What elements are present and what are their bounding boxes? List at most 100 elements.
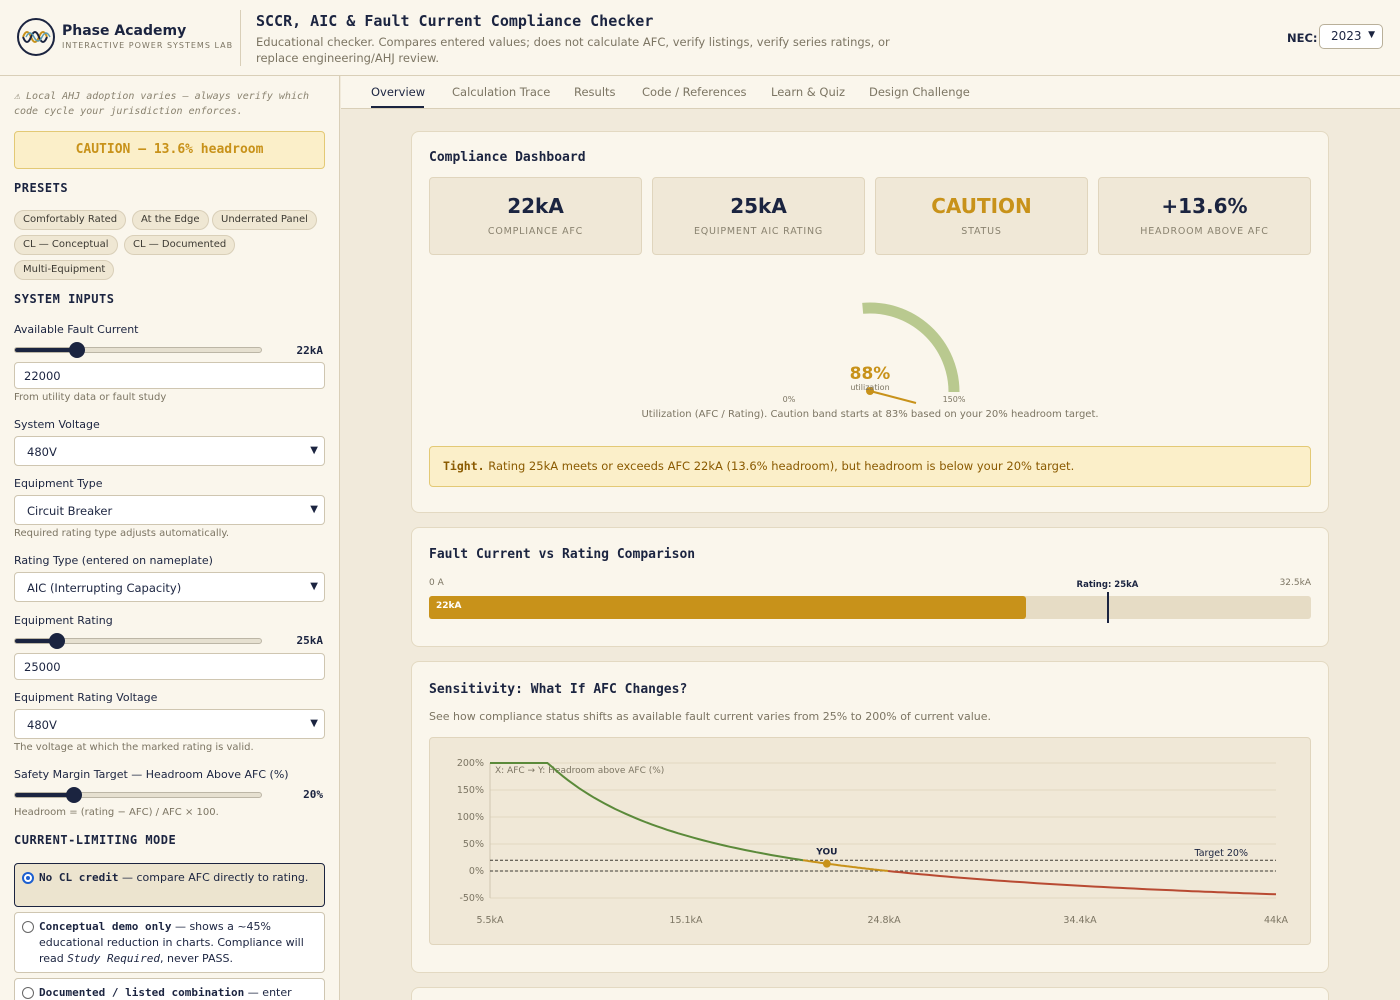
equipment-type-select[interactable]: Circuit Breaker ▼ xyxy=(14,495,325,525)
stat-value: +13.6% xyxy=(1161,194,1248,218)
rating-voltage-value: 480V xyxy=(27,718,57,732)
y-tick-label: 200% xyxy=(457,758,484,769)
tab-learn-quiz[interactable]: Learn & Quiz xyxy=(771,85,845,99)
safety-margin-label: Safety Margin Target — Headroom Above AF… xyxy=(14,768,289,781)
y-tick-label: -50% xyxy=(459,893,484,904)
sensitivity-title: Sensitivity: What If AFC Changes? xyxy=(429,682,688,697)
safety-margin-slider-handle[interactable] xyxy=(66,787,83,803)
app-header: Phase Academy INTERACTIVE POWER SYSTEMS … xyxy=(0,0,1400,76)
nec-version-value: 2023 xyxy=(1331,29,1362,43)
pass-series-line xyxy=(490,762,804,862)
system-voltage-label: System Voltage xyxy=(14,418,100,431)
safety-margin-hint: Headroom = (rating − AFC) / AFC × 100. xyxy=(14,807,219,818)
chevron-down-icon: ▼ xyxy=(310,718,318,729)
equipment-rating-slider-handle[interactable] xyxy=(48,633,65,649)
brand-subtitle: INTERACTIVE POWER SYSTEMS LAB xyxy=(62,41,234,50)
rating-marker xyxy=(1107,592,1110,623)
preset-at-the-edge[interactable]: At the Edge xyxy=(132,210,209,230)
tab-code-references[interactable]: Code / References xyxy=(642,85,747,99)
system-inputs-heading: SYSTEM INPUTS xyxy=(14,292,115,306)
app-title: SCCR, AIC & Fault Current Compliance Che… xyxy=(256,12,654,30)
radio-unselected-icon[interactable] xyxy=(22,921,34,933)
radio-selected-icon[interactable] xyxy=(22,872,34,884)
comparison-card: Fault Current vs Rating Comparison 0 A 3… xyxy=(411,527,1329,647)
target-label: Target 20% xyxy=(1193,848,1248,859)
system-voltage-value: 480V xyxy=(27,445,57,459)
rating-marker-label: Rating: 25kA xyxy=(1076,580,1139,590)
rating-voltage-hint: The voltage at which the marked rating i… xyxy=(14,742,254,753)
afc-bar-label: 22kA xyxy=(436,601,462,611)
preset-underrated-panel[interactable]: Underrated Panel xyxy=(212,210,317,230)
y-tick-label: 100% xyxy=(457,812,484,823)
afc-value: 22kA xyxy=(296,344,324,357)
stat-value: 22kA xyxy=(507,194,564,218)
tab-design-challenge[interactable]: Design Challenge xyxy=(869,85,970,99)
equipment-type-label: Equipment Type xyxy=(14,477,103,490)
equipment-type-hint: Required rating type adjusts automatical… xyxy=(14,528,230,539)
cl-mode-none-text: — compare AFC directly to rating. xyxy=(118,871,309,884)
preset-comfortably-rated[interactable]: Comfortably Rated xyxy=(14,210,127,230)
comparison-title: Fault Current vs Rating Comparison xyxy=(429,547,696,562)
afc-slider-fill xyxy=(15,348,77,352)
tab-calculation-trace[interactable]: Calculation Trace xyxy=(452,85,551,99)
cl-mode-conceptual-tail: , never PASS. xyxy=(160,952,233,965)
utilization-gauge: 88% utilization 0% 150% xyxy=(783,302,966,404)
afc-input[interactable]: 22000 xyxy=(14,362,325,389)
afc-slider[interactable] xyxy=(14,342,262,358)
y-tick-label: 150% xyxy=(457,785,484,796)
safety-margin-slider-fill xyxy=(15,793,75,797)
afc-slider-handle[interactable] xyxy=(68,342,85,358)
axis-caption: X: AFC → Y: Headroom above AFC (%) xyxy=(495,766,664,776)
stat-compliance-afc: 22kA COMPLIANCE AFC xyxy=(429,177,642,255)
cl-mode-documented[interactable]: Documented / listed combination — enter xyxy=(14,978,325,1000)
chevron-down-icon: ▼ xyxy=(310,445,318,456)
gauge-pivot xyxy=(866,387,874,395)
safety-margin-slider[interactable] xyxy=(14,787,262,803)
gauge-sublabel: utilization xyxy=(850,383,889,392)
y-tick-label: 0% xyxy=(469,866,484,877)
nec-version-select[interactable]: 2023 ▼ xyxy=(1319,24,1383,49)
alert-lead: Tight. xyxy=(443,459,485,473)
status-alert: Tight. Rating 25kA meets or exceeds AFC … xyxy=(429,446,1311,487)
dashboard-title: Compliance Dashboard xyxy=(429,150,586,165)
radio-unselected-icon[interactable] xyxy=(22,987,34,999)
cl-mode-conceptual[interactable]: Conceptual demo only — shows a ~45% educ… xyxy=(14,912,325,973)
gauge-percent: 88% xyxy=(850,364,891,384)
equipment-rating-input[interactable]: 25000 xyxy=(14,653,325,680)
tab-bar: Overview Calculation Trace Results Code … xyxy=(341,76,1400,109)
preset-cl-conceptual[interactable]: CL — Conceptual xyxy=(14,235,118,255)
alert-text: Rating 25kA meets or exceeds AFC 22kA (1… xyxy=(484,459,1075,473)
stat-headroom: +13.6% HEADROOM ABOVE AFC xyxy=(1098,177,1311,255)
equipment-rating-label: Equipment Rating xyxy=(14,614,113,627)
sidebar: ⚠ Local AHJ adoption varies — always ver… xyxy=(0,76,340,1000)
tab-overview[interactable]: Overview xyxy=(371,85,426,99)
preset-multi-equipment[interactable]: Multi-Equipment xyxy=(14,260,115,280)
comparison-bar-track: 22kA xyxy=(429,592,1311,623)
rating-type-select[interactable]: AIC (Interrupting Capacity) ▼ xyxy=(14,572,325,602)
stat-equipment-rating: 25kA EQUIPMENT AIC RATING xyxy=(652,177,865,255)
stat-status: CAUTION STATUS xyxy=(875,177,1088,255)
compliance-dashboard-card: Compliance Dashboard 22kA COMPLIANCE AFC… xyxy=(411,131,1329,513)
tab-results[interactable]: Results xyxy=(574,85,616,99)
afc-label: Available Fault Current xyxy=(14,323,139,336)
cl-mode-none[interactable]: No CL credit — compare AFC directly to r… xyxy=(14,863,325,907)
system-voltage-select[interactable]: 480V ▼ xyxy=(14,436,325,466)
cl-mode-documented-title: Documented / listed combination xyxy=(39,986,245,999)
equipment-rating-slider[interactable] xyxy=(14,633,262,649)
afc-hint: From utility data or fault study xyxy=(14,392,167,403)
stat-label: STATUS xyxy=(961,226,1002,237)
x-tick-label: 5.5kA xyxy=(476,915,504,926)
preset-cl-documented[interactable]: CL — Documented xyxy=(124,235,236,255)
chevron-down-icon: ▼ xyxy=(310,504,318,515)
sensitivity-chart: 200% 150% 100% 50% 0% -50% 5.5kA 15.1kA 24.8kA 34… xyxy=(457,758,1289,926)
comparison-min-label: 0 A xyxy=(429,578,444,588)
x-tick-label: 44kA xyxy=(1264,915,1289,926)
afc-bar: 22kA xyxy=(429,596,1027,619)
equipment-rating-value: 25kA xyxy=(296,634,324,647)
rating-type-label: Rating Type (entered on nameplate) xyxy=(14,554,213,567)
rating-voltage-select[interactable]: 480V ▼ xyxy=(14,709,325,739)
x-tick-label: 34.4kA xyxy=(1063,915,1097,926)
comparison-max-label: 32.5kA xyxy=(1279,578,1311,588)
header-divider xyxy=(240,10,241,66)
active-tab-indicator xyxy=(371,106,424,108)
